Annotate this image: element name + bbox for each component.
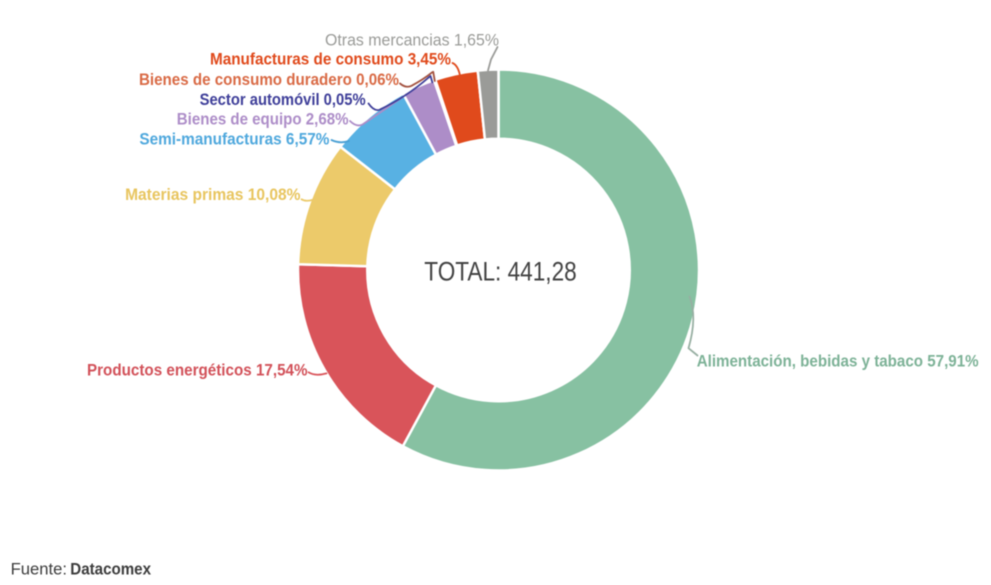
svg-text:TOTAL: 441,28: TOTAL: 441,28: [424, 256, 576, 286]
svg-text:Productos energéticos 17,54%: Productos energéticos 17,54%: [87, 361, 308, 380]
svg-text:Otras mercancias 1,65%: Otras mercancias 1,65%: [325, 31, 499, 50]
svg-text:Bienes de equipo 2,68%: Bienes de equipo 2,68%: [177, 110, 349, 129]
svg-text:Semi-manufacturas 6,57%: Semi-manufacturas 6,57%: [139, 129, 329, 148]
svg-text:Fuente:: Fuente:: [11, 560, 67, 579]
svg-text:Materias primas 10,08%: Materias primas 10,08%: [125, 185, 300, 204]
svg-text:Sector automóvil 0,05%: Sector automóvil 0,05%: [200, 90, 366, 109]
svg-text:Alimentación, bebidas y tabaco: Alimentación, bebidas y tabaco 57,91%: [697, 352, 979, 371]
svg-text:Datacomex: Datacomex: [70, 560, 151, 579]
svg-text:Bienes de consumo duradero 0,0: Bienes de consumo duradero 0,06%: [139, 70, 399, 89]
svg-text:Manufacturas de consumo 3,45%: Manufacturas de consumo 3,45%: [210, 50, 451, 69]
